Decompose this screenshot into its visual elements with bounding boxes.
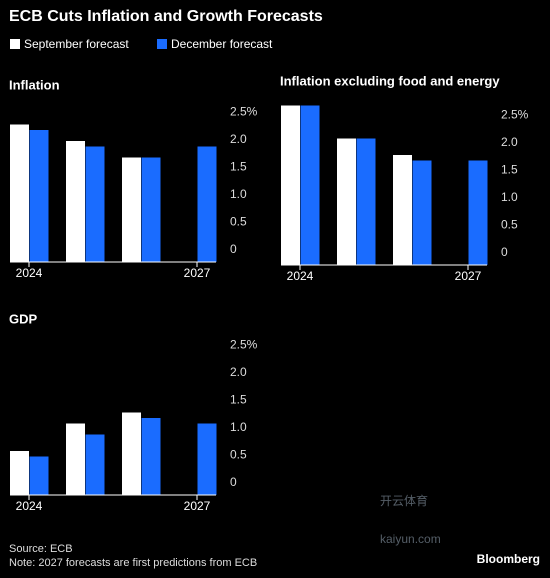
y-tick-label: 1.0	[230, 187, 247, 201]
y-tick-label: 1.0	[230, 420, 247, 434]
y-tick-label: 2.0	[230, 132, 247, 146]
x-tick-label: 2027	[455, 269, 482, 283]
bar	[281, 105, 300, 265]
y-tick-label: 0	[501, 245, 508, 259]
x-tick-label: 2024	[16, 266, 43, 280]
y-tick-label: 1.5	[230, 393, 247, 407]
bar	[66, 423, 85, 495]
y-tick-label: 2.0	[230, 365, 247, 379]
bar	[300, 105, 320, 265]
panel-title: Inflation	[9, 77, 60, 92]
bar	[10, 451, 29, 495]
bar	[197, 423, 217, 495]
panel-title: GDP	[9, 311, 38, 326]
note: Note: 2027 forecasts are first predictio…	[9, 557, 257, 569]
bar	[337, 138, 356, 265]
y-tick-label: 1.0	[501, 190, 518, 204]
y-tick-label: 2.5%	[230, 338, 258, 352]
legend-swatch	[157, 39, 167, 49]
source: Source: ECB	[9, 543, 73, 555]
x-tick-label: 2024	[16, 499, 43, 513]
bar	[122, 157, 141, 262]
y-tick-label: 1.5	[501, 163, 518, 177]
chart-title: ECB Cuts Inflation and Growth Forecasts	[9, 8, 323, 25]
y-tick-label: 2.5%	[501, 108, 529, 122]
legend-swatch	[10, 39, 20, 49]
bar	[141, 157, 161, 262]
y-tick-label: 0	[230, 475, 237, 489]
watermark: kaiyun.com	[380, 532, 441, 546]
y-tick-label: 0	[230, 242, 237, 256]
bar	[66, 141, 85, 262]
bar	[356, 138, 376, 265]
panel-title: Inflation excluding food and energy	[280, 73, 500, 88]
bar	[393, 155, 412, 265]
legend-label: September forecast	[24, 37, 129, 51]
bar	[412, 160, 432, 265]
x-tick-label: 2027	[184, 499, 211, 513]
bar	[85, 146, 105, 262]
y-tick-label: 0.5	[501, 218, 518, 232]
legend-label: December forecast	[171, 37, 273, 51]
bar	[141, 418, 161, 495]
bar	[29, 456, 49, 495]
bar	[10, 124, 29, 262]
brand: Bloomberg	[477, 552, 540, 566]
bar	[197, 146, 217, 262]
bar	[122, 412, 141, 495]
y-tick-label: 2.0	[501, 135, 518, 149]
bar	[468, 160, 488, 265]
bar	[29, 130, 49, 262]
x-tick-label: 2024	[287, 269, 314, 283]
y-tick-label: 0.5	[230, 215, 247, 229]
x-tick-label: 2027	[184, 266, 211, 280]
y-tick-label: 2.5%	[230, 105, 258, 119]
watermark: 开云体育	[380, 493, 428, 508]
bar	[85, 434, 105, 495]
y-tick-label: 0.5	[230, 448, 247, 462]
y-tick-label: 1.5	[230, 160, 247, 174]
